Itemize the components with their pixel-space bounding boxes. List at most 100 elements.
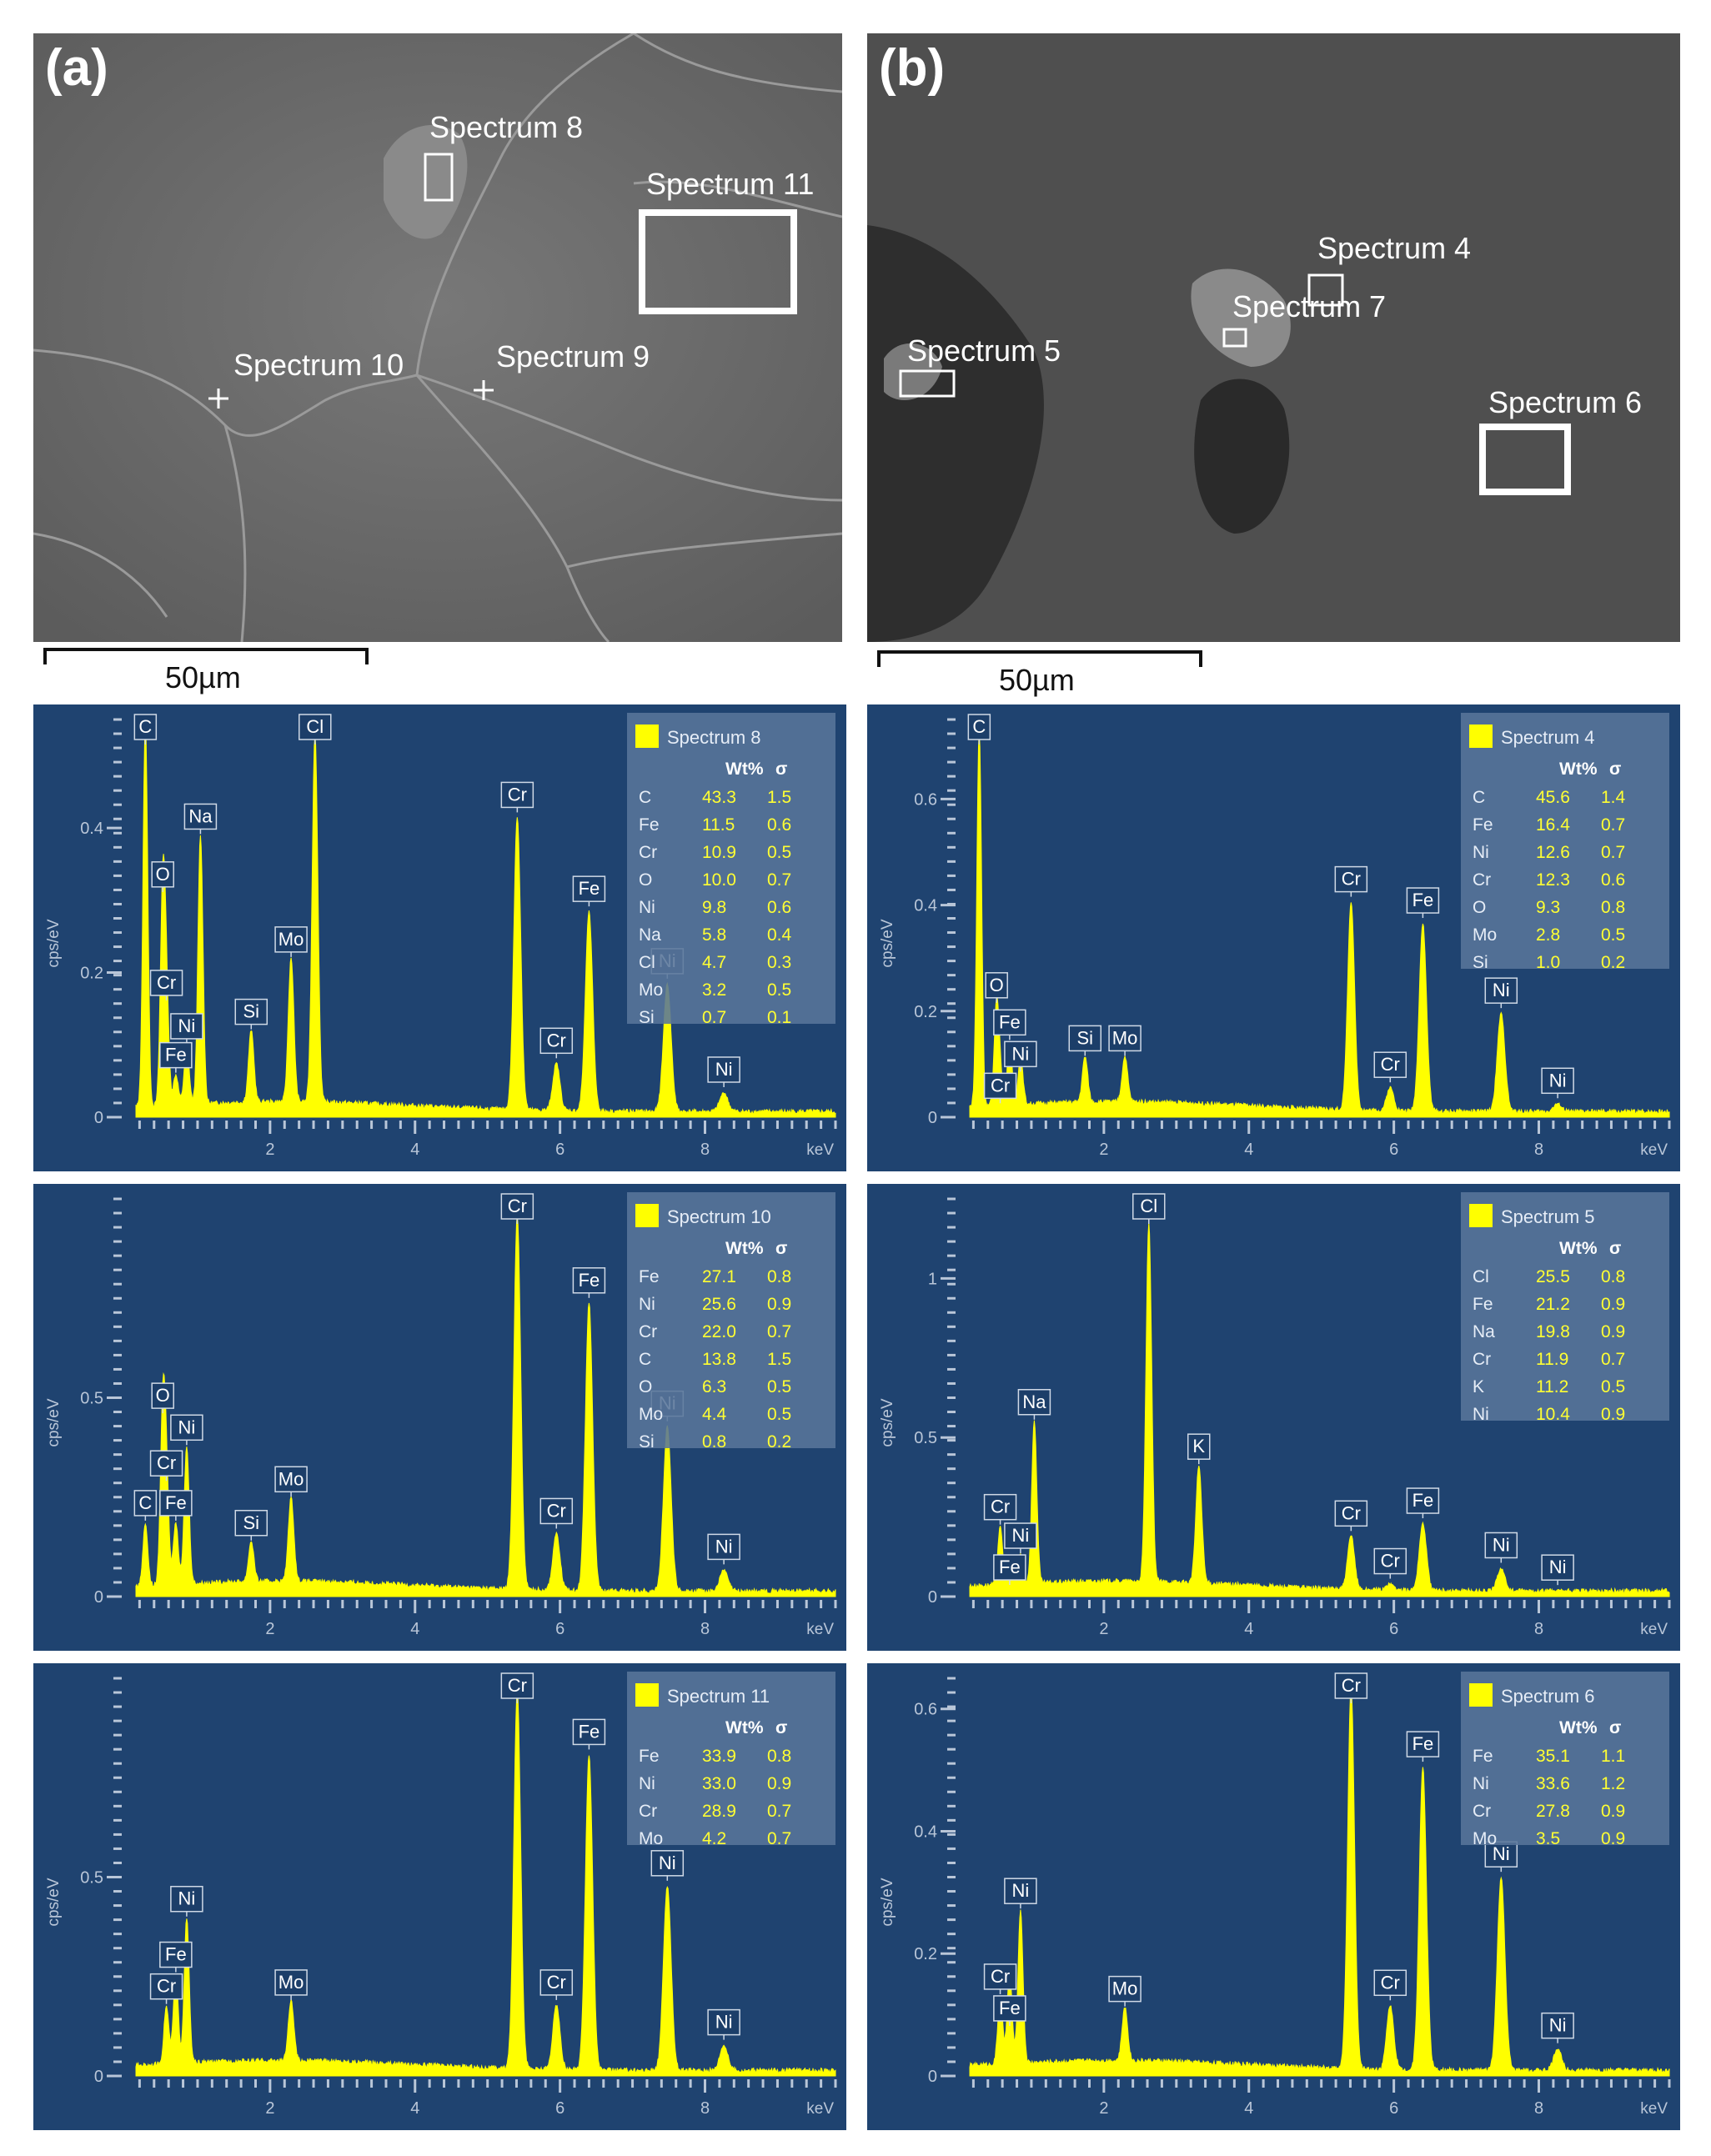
peak-label: Ni	[1004, 1522, 1037, 1554]
legend-wt-value: 10.4	[1536, 1405, 1570, 1424]
peak-label-box	[1004, 1522, 1037, 1549]
legend-series-name: Spectrum 4	[1501, 727, 1595, 748]
peak-label: Ni	[170, 1885, 203, 1917]
spectrum-fill	[969, 730, 1670, 1118]
x-axis: 2 4 6 8	[138, 1121, 837, 1159]
peak-label-box	[1132, 1193, 1166, 1220]
legend-series-name: Spectrum 8	[667, 727, 761, 748]
peak-label-box	[1484, 977, 1518, 1004]
legend-wt-value: 19.8	[1536, 1322, 1570, 1341]
peak-label-box	[993, 1554, 1026, 1581]
y-axis-label: cps/eV	[879, 1398, 896, 1447]
legend-sigma-value: 0.8	[767, 1747, 791, 1766]
peak-label-text: Cr	[991, 1497, 1010, 1517]
peak-label: Fe	[993, 1554, 1026, 1586]
legend-background	[627, 713, 835, 1024]
peak-label: Cr	[500, 1193, 534, 1224]
peak-label-text: Fe	[579, 1270, 600, 1291]
spectrum-7-label: Spectrum 7	[1232, 289, 1386, 323]
peak-label: Mo	[274, 926, 308, 957]
legend-sigma-value: 0.5	[1601, 1377, 1625, 1396]
peak-label-box	[1017, 1389, 1051, 1416]
legend-sigma-value: 0.3	[767, 953, 791, 972]
peak-label: O	[151, 861, 174, 892]
peak-label: Cr	[539, 1969, 574, 2000]
y-tick-label: 0	[928, 1109, 937, 1127]
peak-label: O	[985, 972, 1008, 1003]
peak-label-text: Ni	[1549, 2015, 1567, 2036]
spectrum-4-box	[1307, 273, 1344, 307]
peak-label: Cl	[299, 714, 332, 745]
peak-label-text: Si	[243, 1512, 259, 1533]
legend-col-wt: Wt%	[1559, 1239, 1598, 1258]
dark-region-left	[867, 225, 1044, 642]
x-tick-label: 4	[410, 2099, 419, 2118]
legend-element: Mo	[1473, 925, 1497, 945]
x-tick-label: 6	[1389, 2099, 1398, 2118]
legend-col-wt: Wt%	[725, 760, 764, 779]
spectrum-11-box	[639, 209, 797, 314]
peak-label: Cl	[1132, 1193, 1166, 1224]
legend-sigma-value: 0.2	[767, 1432, 791, 1452]
peak-label-box	[274, 926, 308, 953]
x-tick-label: 6	[555, 1141, 564, 1159]
legend-element: Si	[639, 1432, 655, 1452]
x-axis: 2 4 6 8	[138, 1600, 837, 1638]
legend-wt-value: 11.2	[1536, 1377, 1568, 1396]
peak-label: Fe	[572, 1267, 606, 1298]
y-tick-label: 0.2	[80, 965, 103, 983]
legend-sigma-value: 0.6	[1601, 870, 1625, 890]
peak-label-box	[1334, 865, 1368, 893]
spectrum-4-label: Spectrum 4	[1317, 231, 1471, 265]
peak-label-text: Fe	[999, 1011, 1021, 1032]
sem-image-a: (a) Spectrum 8 Spectrum 11 Spectrum 10 S…	[33, 33, 842, 642]
peak-label-box	[1373, 1547, 1407, 1575]
y-axis: 0 0.2 0.4	[80, 718, 122, 1127]
y-axis: 0 0.2 0.4 0.6	[914, 1677, 956, 2086]
legend-sigma-value: 0.5	[767, 1377, 791, 1396]
legend-wt-value: 35.1	[1536, 1747, 1570, 1766]
legend-sigma-value: 0.7	[767, 870, 791, 890]
peak-label-text: Cr	[1381, 1054, 1400, 1075]
legend: Spectrum 10 Wt% σ Fe 27.1 0.8 Ni 25.6 0.9 Cr 22.0 0…	[627, 1192, 835, 1452]
peak-label-box	[274, 1969, 308, 1996]
spectrum-9-cross	[474, 380, 494, 400]
peak-label-box	[149, 1450, 183, 1477]
spectrum-fill	[135, 1691, 836, 2077]
x-tick-label: 4	[410, 1141, 419, 1159]
peak-label-text: Fe	[165, 1944, 187, 1965]
surface-particle	[1191, 268, 1291, 367]
legend-element: Cl	[639, 953, 655, 972]
peak-label-text: Cr	[1381, 1972, 1400, 1993]
peak-label: Na	[183, 803, 218, 835]
legend-sigma-value: 0.7	[1601, 815, 1625, 835]
legend-series-name: Spectrum 5	[1501, 1206, 1595, 1227]
legend-background	[1461, 1672, 1669, 1845]
legend-wt-value: 3.5	[1536, 1829, 1560, 1848]
legend-element: K	[1473, 1377, 1484, 1396]
y-tick-label: 0	[928, 1588, 937, 1607]
legend-element: Mo	[1473, 1829, 1497, 1848]
peak-label: Fe	[572, 1718, 606, 1750]
legend-wt-value: 27.8	[1536, 1802, 1570, 1821]
spectrum-7-box	[1222, 328, 1247, 348]
peak-label: Ni	[1004, 1878, 1037, 1909]
peak-label-box	[234, 1510, 268, 1537]
legend-wt-value: 45.6	[1536, 788, 1570, 807]
peak-label-text: Si	[243, 1001, 259, 1022]
x-axis-label: keV	[806, 1141, 834, 1159]
peak-label-box	[1541, 2012, 1574, 2039]
peak-label: Cr	[1373, 1051, 1407, 1083]
peak-label-text: Cr	[991, 1966, 1010, 1987]
x-tick-label: 8	[1534, 1620, 1543, 1638]
spectrum-11-label: Spectrum 11	[646, 167, 814, 201]
peak-label: Cr	[1334, 1672, 1368, 1703]
x-axis: 2 4 6 8	[971, 2079, 1671, 2118]
y-tick-label: 0.2	[914, 1003, 937, 1021]
legend-sigma-value: 0.9	[1601, 1829, 1625, 1848]
y-tick-label: 0	[94, 2068, 103, 2086]
legend-wt-value: 2.8	[1536, 925, 1560, 945]
legend-sigma-value: 0.5	[767, 843, 791, 862]
legend-element: Fe	[1473, 815, 1493, 835]
legend-wt-value: 43.3	[702, 788, 736, 807]
